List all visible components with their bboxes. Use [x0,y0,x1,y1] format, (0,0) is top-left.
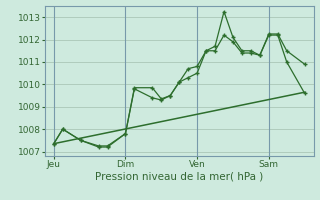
X-axis label: Pression niveau de la mer( hPa ): Pression niveau de la mer( hPa ) [95,172,263,182]
